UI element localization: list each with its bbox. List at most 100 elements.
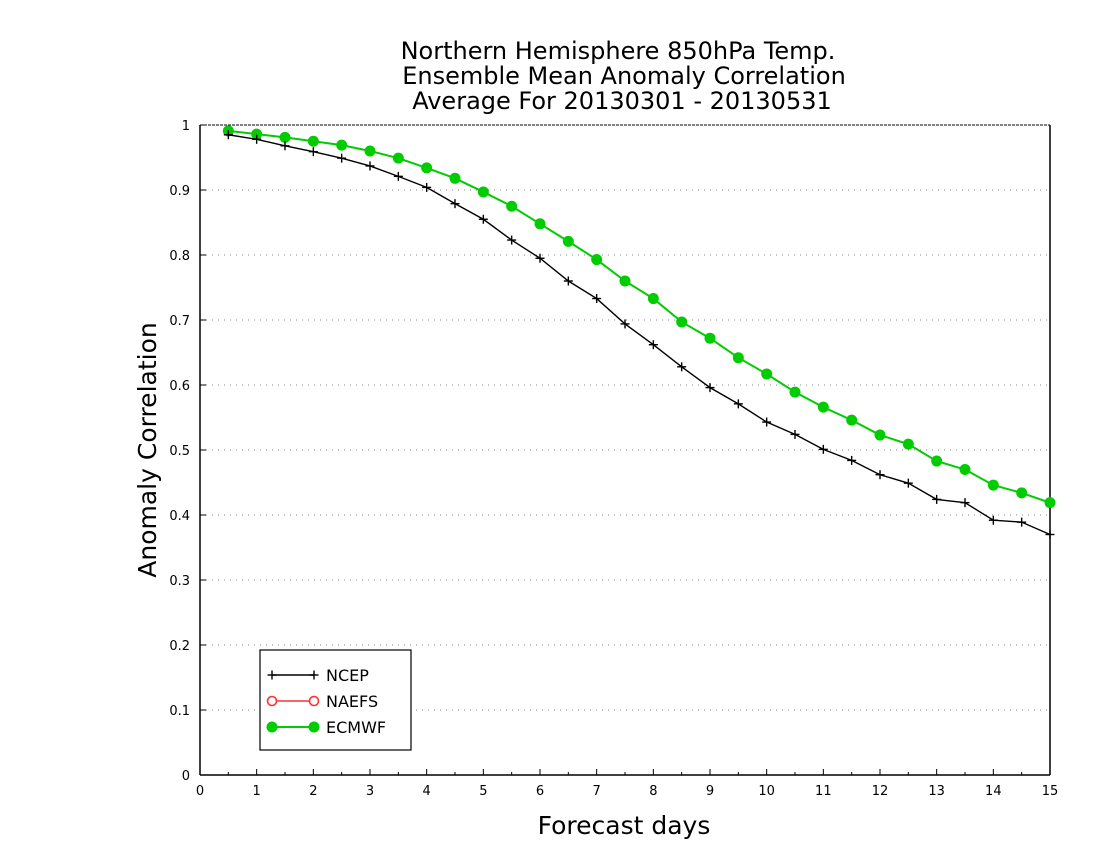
data-point-ecmwf [619, 275, 631, 287]
x-tick-label: 15 [1042, 784, 1059, 799]
data-point-ecmwf [959, 464, 971, 475]
data-point-ncep [818, 444, 828, 454]
data-point-ecmwf [1044, 497, 1056, 509]
data-point-ecmwf [931, 455, 943, 467]
x-tick-label: 0 [196, 784, 204, 799]
legend-item-ncep: NCEP [267, 666, 369, 685]
data-point-ncep [932, 494, 942, 504]
data-point-ecmwf [704, 332, 716, 344]
data-point-ncep [648, 340, 658, 350]
data-point-ecmwf [336, 139, 348, 151]
y-tick-label: 0.4 [169, 509, 190, 524]
series-layer [222, 125, 1056, 539]
data-point-ncep [733, 399, 743, 409]
legend-marker [309, 670, 319, 680]
data-point-ncep [592, 294, 602, 304]
data-point-ncep [450, 199, 460, 209]
y-tick-label: 0.2 [169, 639, 190, 654]
data-point-ecmwf [846, 414, 858, 426]
chart-title-line-2: Ensemble Mean Anomaly Correlation [402, 62, 846, 90]
legend-marker [308, 721, 320, 733]
data-point-ncep [903, 478, 913, 488]
legend-box [259, 649, 412, 751]
data-point-ncep [563, 276, 573, 286]
data-point-ncep [988, 515, 998, 525]
data-point-ncep [620, 319, 630, 329]
y-tick-label: 0.3 [169, 574, 190, 589]
data-point-ncep [1017, 517, 1027, 527]
x-tick-label: 12 [872, 784, 889, 799]
x-tick-label: 13 [928, 784, 945, 799]
legend-label: ECMWF [326, 718, 386, 737]
data-point-ecmwf [279, 131, 291, 143]
x-tick-label: 5 [479, 784, 487, 799]
y-tick-label: 0.7 [169, 314, 190, 329]
x-tick-label: 7 [593, 784, 601, 799]
x-tick-label: 3 [366, 784, 374, 799]
data-point-ncep [280, 141, 290, 151]
y-tick-label: 0.6 [169, 379, 190, 394]
y-tick-label: 0.9 [169, 184, 190, 199]
legend-marker [308, 695, 320, 707]
data-point-ncep [478, 214, 488, 224]
legend-item-ecmwf: ECMWF [266, 718, 386, 737]
data-point-ecmwf [251, 128, 263, 140]
data-point-ecmwf [477, 186, 489, 198]
legend: NCEP NAEFS ECMWF [259, 649, 412, 751]
data-point-ecmwf [449, 172, 461, 184]
chart-title-line-3: Average For 20130301 - 20130531 [412, 87, 832, 115]
data-point-ecmwf [591, 254, 603, 266]
legend-marker [266, 695, 278, 707]
y-tick-label: 1 [182, 119, 190, 134]
data-point-ncep [337, 153, 347, 163]
series-line-ncep [228, 134, 1051, 536]
data-point-ncep [422, 182, 432, 192]
x-tick-label: 1 [253, 784, 261, 799]
chart-title-line-1: Northern Hemisphere 850hPa Temp. [401, 37, 836, 65]
legend-label: NCEP [326, 666, 369, 685]
data-point-ecmwf [902, 438, 914, 450]
data-point-ecmwf [1016, 487, 1028, 499]
x-tick-label: 9 [706, 784, 714, 799]
y-tick-label: 0.5 [169, 444, 190, 459]
data-point-ecmwf [562, 235, 574, 247]
y-axis-title: Anomaly Correlation [133, 322, 162, 577]
legend-marker [266, 721, 278, 733]
data-point-ecmwf [307, 135, 319, 147]
y-tick-label: 0.8 [169, 249, 190, 264]
x-tick-label: 4 [423, 784, 431, 799]
series-ecmwf [222, 125, 1056, 509]
x-tick-label: 11 [815, 784, 832, 799]
data-point-ncep [535, 253, 545, 263]
data-point-ecmwf [732, 352, 744, 364]
data-point-ecmwf [789, 386, 801, 398]
x-axis-title: Forecast days [538, 811, 711, 840]
data-point-ecmwf [534, 218, 546, 230]
data-point-ncep [365, 161, 375, 171]
data-point-ncep [847, 455, 857, 465]
x-tick-label: 10 [758, 784, 775, 799]
data-point-ecmwf [364, 145, 376, 157]
x-tick-label: 8 [649, 784, 657, 799]
x-tick-label: 14 [985, 784, 1002, 799]
x-tick-label: 2 [309, 784, 317, 799]
legend-item-naefs: NAEFS [266, 692, 378, 711]
data-point-ecmwf [647, 293, 659, 305]
legend-label: NAEFS [326, 692, 378, 711]
data-point-ecmwf [676, 316, 688, 328]
data-point-ecmwf [874, 429, 886, 441]
data-point-ncep [790, 429, 800, 439]
grid-lines [200, 189, 1050, 711]
data-point-ncep [875, 470, 885, 480]
data-point-ncep [705, 383, 715, 393]
series-line-ecmwf [228, 129, 1051, 504]
data-point-ncep [507, 235, 517, 245]
y-tick-label: 0.1 [169, 704, 190, 719]
legend-marker [267, 670, 277, 680]
data-point-ncep [252, 134, 262, 144]
x-tick-label: 6 [536, 784, 544, 799]
data-point-ncep [223, 130, 233, 140]
data-point-ecmwf [817, 401, 829, 413]
